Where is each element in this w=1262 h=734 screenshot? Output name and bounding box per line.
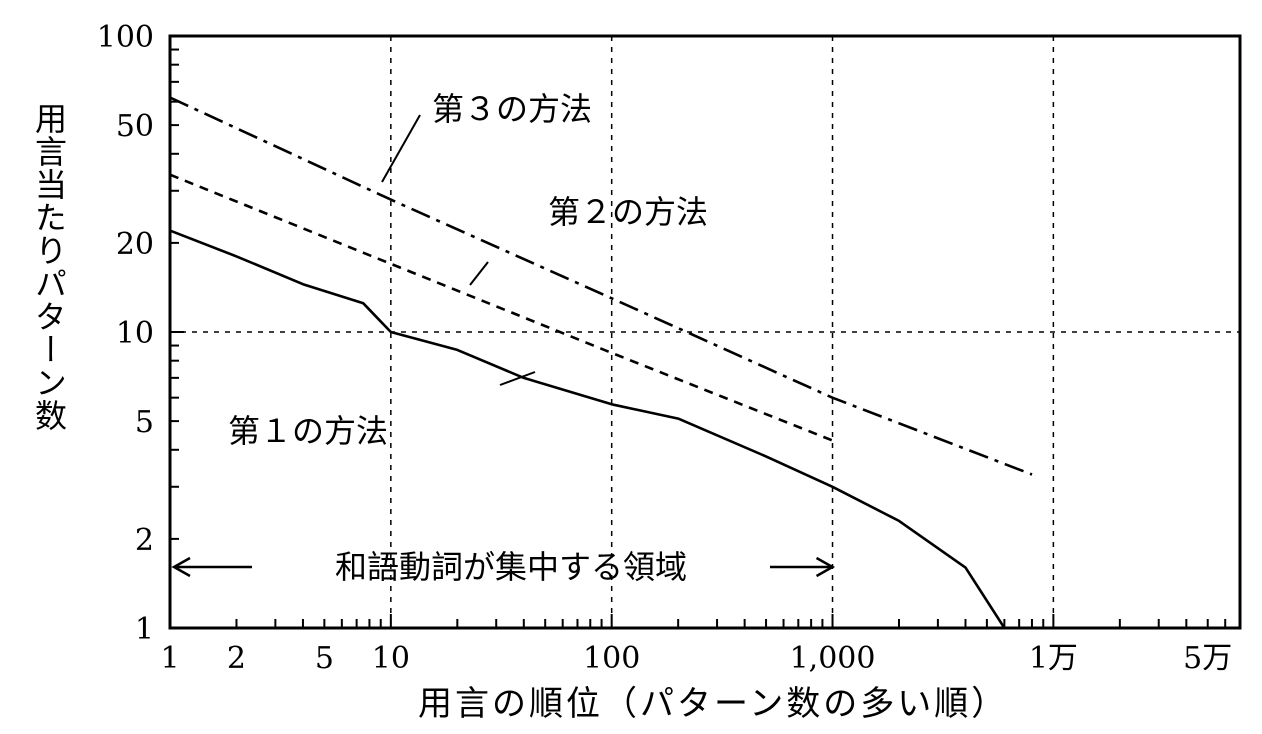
series-line	[169, 229, 1006, 629]
range-annotation: 和語動詞が集中する領域	[171, 548, 836, 586]
y-tick-label: 2	[135, 523, 154, 558]
series-label: 第３の方法	[432, 90, 592, 128]
range-arrowhead-right	[815, 556, 836, 578]
y-tick-label: 1	[135, 612, 154, 647]
x-tick-label: 5万	[1183, 641, 1232, 676]
x-tick-label: 1万	[1029, 641, 1078, 676]
x-tick-label: 2	[227, 641, 246, 676]
x-tick-label: 100	[583, 641, 640, 676]
series-line	[169, 96, 1033, 476]
x-axis-label: 用言の順位（パターン数の多い順）	[418, 684, 1009, 724]
x-tick-label: 5	[315, 641, 334, 676]
plot-frame	[168, 34, 1242, 630]
series-label-pointer	[381, 114, 421, 183]
y-tick-label: 20	[116, 227, 154, 262]
y-axis-ticks: 1 2 5 10 20 50 100	[97, 20, 184, 647]
y-axis-label: 用言当たりパターン数	[30, 102, 68, 432]
x-tick-label: 1	[160, 641, 179, 676]
series-label-pointer	[469, 261, 489, 286]
series-lines	[169, 96, 1033, 629]
y-tick-label: 10	[116, 316, 154, 351]
series-labels: 第１の方法 第２の方法 第３の方法	[228, 90, 708, 450]
series-label: 第１の方法	[228, 412, 388, 450]
y-tick-label: 100	[97, 20, 154, 55]
range-label: 和語動詞が集中する領域	[335, 548, 687, 586]
series-label-pointer	[499, 371, 536, 386]
y-tick-label: 5	[135, 405, 154, 440]
x-tick-label: 10	[372, 641, 410, 676]
x-axis-ticks: 1 2 5 10 100 1,000 1万 5万	[160, 614, 1241, 676]
y-tick-label: 50	[116, 109, 154, 144]
grid-lines	[170, 36, 1240, 628]
series-line	[169, 173, 833, 442]
range-arrowhead-left	[171, 556, 191, 578]
x-tick-label: 1,000	[790, 641, 876, 676]
series-label: 第２の方法	[548, 193, 708, 231]
